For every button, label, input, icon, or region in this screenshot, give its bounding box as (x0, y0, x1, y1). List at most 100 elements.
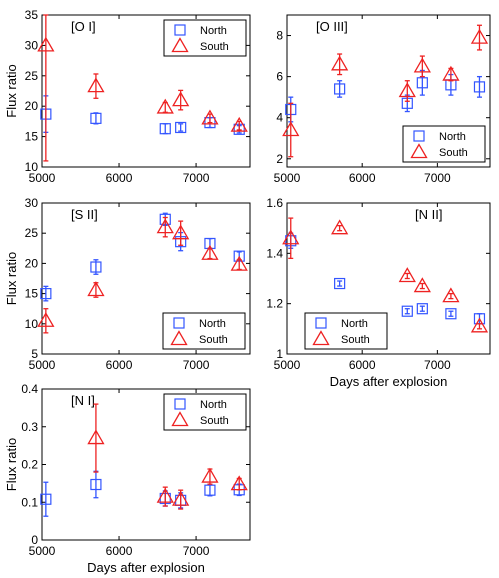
y-tick-label: 25 (25, 226, 39, 240)
series-south (282, 217, 489, 333)
data-point-north (204, 484, 216, 496)
legend-label: North (200, 399, 227, 411)
legend-marker-north (413, 130, 425, 142)
legend: North South (402, 125, 486, 163)
panel-title: [O III] (316, 19, 348, 34)
legend-box (163, 393, 247, 431)
legend: North South (163, 19, 247, 57)
panel-oi: 5000 6000 7000 10 15 20 25 30 35 Flux ratio [O I] N… (4, 8, 251, 185)
data-point-south (37, 36, 55, 52)
x-tick-label: 7000 (424, 171, 451, 185)
series-north (40, 212, 245, 302)
legend-box (163, 19, 247, 57)
legend-marker-south (171, 37, 189, 53)
data-point-north (40, 493, 52, 505)
legend-label: North (439, 131, 466, 143)
y-tick-label: 20 (25, 99, 39, 113)
data-point-south (156, 98, 174, 114)
data-point-south (201, 244, 219, 260)
panel-ni: 5000 6000 7000 0 0.1 0.2 0.3 0.4 Flux ratio Days … (4, 382, 251, 575)
data-point-south (37, 311, 55, 327)
y-tick-label: 10 (25, 160, 39, 174)
legend: North South (162, 312, 246, 350)
data-point-south (172, 490, 190, 506)
data-point-north (445, 308, 457, 320)
panel-title: [N I] (71, 393, 95, 408)
x-tick-label: 6000 (106, 544, 133, 558)
legend-box (402, 125, 486, 163)
y-tick-label: 15 (25, 130, 39, 144)
axes-frame (41, 202, 251, 355)
data-point-south (442, 287, 460, 303)
legend-label: North (200, 25, 227, 37)
data-point-south (331, 55, 349, 71)
legend-label: North (341, 318, 368, 330)
data-point-south (230, 116, 248, 132)
data-point-north (40, 288, 52, 300)
y-tick-label: 8 (276, 29, 283, 43)
x-tick-label: 5000 (29, 358, 56, 372)
y-tick-label: 15 (25, 287, 39, 301)
data-point-south (398, 82, 416, 98)
panel-sii: 5000 6000 7000 5 10 15 20 25 30 Flux ratio [S II] N… (4, 196, 251, 372)
y-tick-label: 5 (31, 347, 38, 361)
series-north (40, 95, 245, 135)
data-point-south (398, 267, 416, 283)
data-point-south (331, 219, 349, 235)
data-point-north (90, 261, 102, 273)
data-point-north (159, 123, 171, 135)
y-tick-label: 25 (25, 69, 39, 83)
x-axis-label: Days after explosion (87, 560, 205, 575)
y-tick-label: 6 (276, 70, 283, 84)
series-north (285, 232, 486, 325)
legend-box (162, 312, 246, 350)
legend: North South (163, 393, 247, 431)
y-tick-label: 30 (25, 38, 39, 52)
data-point-north (334, 83, 346, 95)
legend-label: South (199, 334, 228, 346)
data-point-south (413, 57, 431, 73)
data-point-south (282, 229, 300, 245)
data-point-south (87, 429, 105, 445)
y-tick-label: 35 (25, 8, 39, 22)
data-point-south (413, 277, 431, 293)
y-tick-label: 0.3 (21, 420, 38, 434)
data-point-south (172, 91, 190, 107)
legend-label: South (200, 415, 229, 427)
y-tick-label: 0.2 (21, 458, 38, 472)
y-tick-label: 4 (276, 111, 283, 125)
data-point-north (416, 77, 428, 89)
y-tick-label: 2 (276, 152, 283, 166)
x-tick-label: 7000 (183, 171, 210, 185)
data-point-south (156, 218, 174, 234)
y-tick-label: 0.4 (21, 382, 38, 396)
panel-title: [S II] (71, 207, 98, 222)
x-tick-label: 6000 (349, 171, 376, 185)
data-point-north (416, 303, 428, 315)
series-south (282, 24, 489, 158)
x-tick-label: 5000 (29, 544, 56, 558)
y-tick-label: 0.1 (21, 495, 38, 509)
y-tick-label: 30 (25, 196, 39, 210)
panel-title: [N II] (415, 207, 442, 222)
data-point-north (90, 478, 102, 491)
legend-marker-north (315, 317, 327, 329)
legend-marker-south (410, 143, 428, 159)
axes-frame (41, 14, 251, 168)
x-tick-label: 7000 (424, 358, 451, 372)
legend-label: South (439, 147, 468, 159)
series-north (285, 69, 486, 123)
series-south (37, 216, 248, 334)
data-point-south (87, 281, 105, 297)
y-axis-label: Flux ratio (4, 252, 19, 305)
data-point-south (230, 475, 248, 491)
y-axis-label: Flux ratio (4, 64, 19, 117)
y-axis-label: Flux ratio (4, 438, 19, 491)
data-point-south (156, 487, 174, 503)
legend-label: South (341, 334, 370, 346)
data-point-north (90, 112, 102, 124)
legend-marker-north (173, 317, 185, 329)
series-north (40, 470, 245, 517)
legend-marker-south (170, 330, 188, 346)
x-tick-label: 7000 (183, 358, 210, 372)
